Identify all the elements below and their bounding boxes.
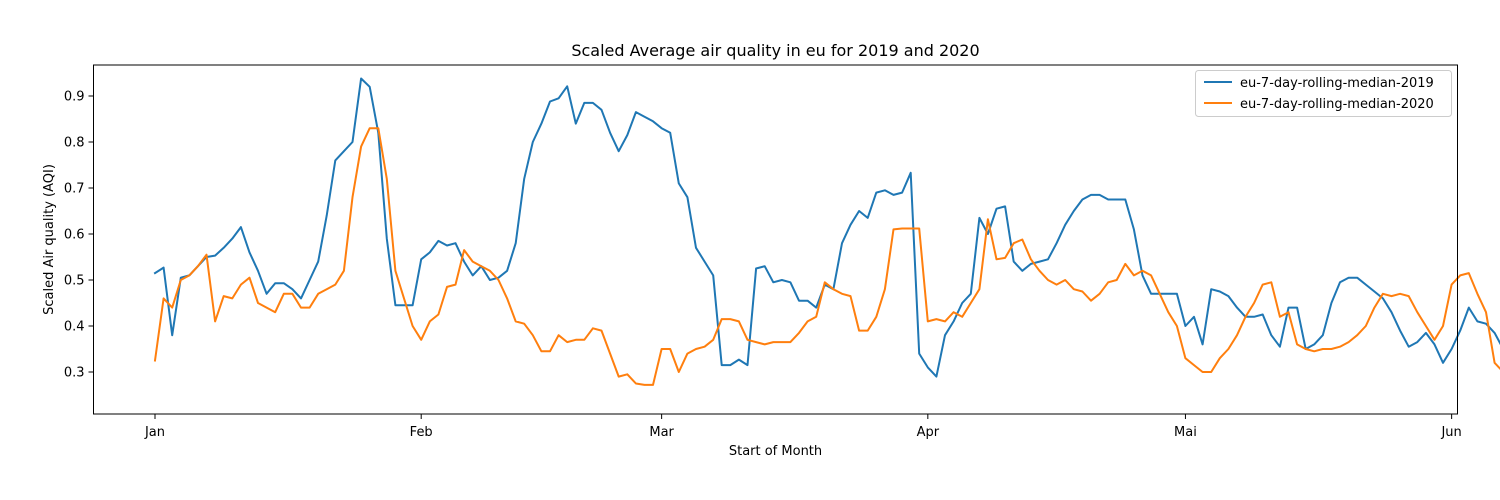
x-tick-label: Jan [144,425,165,440]
legend-box [1195,70,1452,117]
x-tick-label: Mar [649,425,674,440]
plot-area [93,65,1458,414]
series-layer [153,77,1500,386]
x-axis-label: Start of Month [729,444,822,459]
y-tick-label: 0.8 [64,136,85,151]
y-tick-label: 0.6 [64,228,85,243]
legend: eu-7-day-rolling-median-2019 eu-7-day-ro… [1195,70,1452,117]
y-tick-label: 0.3 [64,366,85,381]
x-tick-label: Jun [1440,425,1461,440]
x-tick-label: Feb [410,425,433,440]
y-tick-label: 0.7 [64,182,85,197]
plot-frame [93,64,1458,415]
series-line-2019 [153,77,1500,378]
x-tick-label: Apr [917,425,940,440]
y-tick-label: 0.9 [64,90,85,105]
x-tick-label: Mai [1174,425,1197,440]
series-line-2020 [153,127,1500,386]
y-tick-label: 0.5 [64,274,85,289]
legend-label-2019: eu-7-day-rolling-median-2019 [1240,76,1434,91]
chart-title: Scaled Average air quality in eu for 201… [571,41,979,60]
y-axis-label: Scaled Air quality (AQI) [42,164,57,315]
legend-label-2020: eu-7-day-rolling-median-2020 [1240,97,1434,112]
y-tick-label: 0.4 [64,320,85,335]
y-axis-ticks: 0.3 0.4 0.5 0.6 0.7 0.8 0.9 [64,90,94,381]
x-axis-ticks: JanFebMarAprMaiJunJulAugSepOctNovDec [144,414,1462,440]
